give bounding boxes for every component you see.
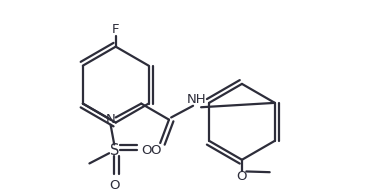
Text: O: O (141, 144, 152, 157)
Text: O: O (150, 144, 160, 157)
Text: O: O (109, 179, 120, 191)
Text: O: O (237, 170, 247, 183)
Text: S: S (109, 143, 119, 158)
Text: F: F (112, 23, 120, 36)
Text: N: N (106, 113, 116, 126)
Text: NH: NH (187, 93, 207, 106)
